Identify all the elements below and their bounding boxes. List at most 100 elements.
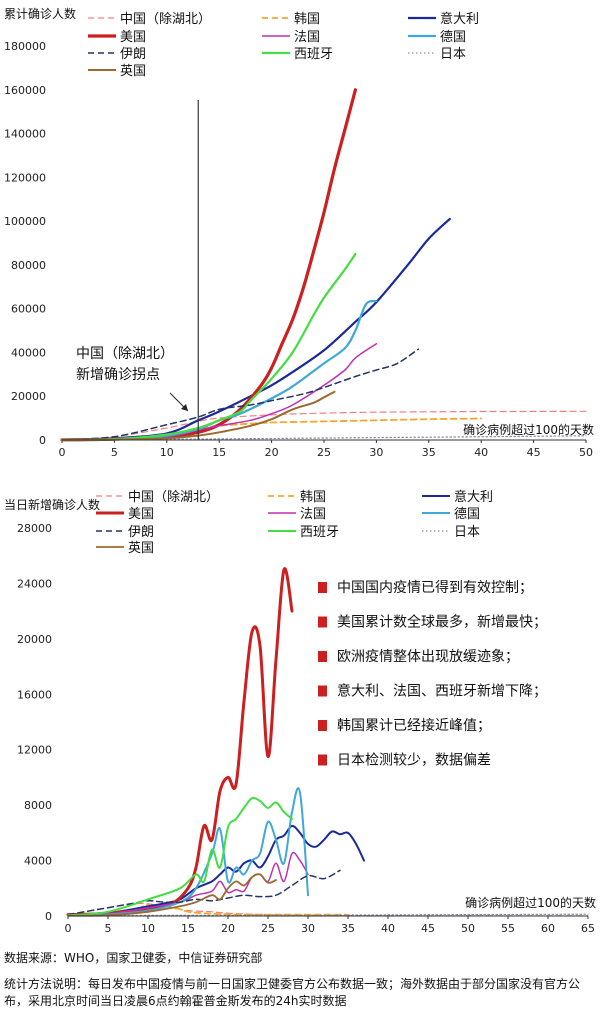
chart2-xtick-label: 60 <box>541 922 555 935</box>
annotation-line1: 中国（除湖北） <box>76 346 174 362</box>
chart1-ytick-label: 100000 <box>4 215 46 228</box>
chart1-ytick-label: 140000 <box>4 128 46 141</box>
series-line-3 <box>66 567 294 917</box>
legend-label: 英国 <box>120 64 146 79</box>
series-line-6 <box>61 348 420 441</box>
methodology-note: 统计方法说明：每日发布中国疫情与前一日国家卫健委官方公布数据一致；海外数据由于部… <box>4 977 581 1008</box>
key-findings-list: 中国国内疫情已得到有效控制； 美国累计数全球最多，新增最快； 欧洲疫情整体出现放缓迹… <box>318 579 547 769</box>
chart2-xtick-label: 15 <box>181 922 195 935</box>
series-line-8 <box>67 913 589 917</box>
bullet-text: 欧洲疫情整体出现放缓迹象； <box>337 649 519 665</box>
chart1-ytick-label: 20000 <box>11 390 46 403</box>
legend-label: 美国 <box>128 507 154 522</box>
bullet-marker <box>318 754 327 766</box>
chart2-xtick-label: 5 <box>105 922 112 935</box>
chart1-ytick-label: 40000 <box>11 346 46 359</box>
chart1-xtick-label: 15 <box>212 446 226 459</box>
legend-label: 西班牙 <box>300 525 339 540</box>
legend-label: 韩国 <box>300 490 326 505</box>
chart2-xtick-label: 65 <box>581 922 595 935</box>
bullet-marker <box>318 616 327 628</box>
legend-label: 法国 <box>294 30 320 45</box>
annotation-line2: 新增确诊拐点 <box>76 367 160 383</box>
chart2-ytick-label: 24000 <box>17 577 52 590</box>
chart1-xtick-label: 5 <box>111 446 118 459</box>
chart2-ytick-label: 20000 <box>17 633 52 646</box>
series-line-3 <box>60 88 357 442</box>
chart1-xtick-label: 45 <box>527 446 541 459</box>
bullet-marker <box>318 685 327 697</box>
chart1-xtick-label: 30 <box>369 446 383 459</box>
chart2-xtick-label: 50 <box>461 922 475 935</box>
chart2-ylabel: 当日新增确诊人数 <box>4 497 100 512</box>
bullet-text: 中国国内疫情已得到有效控制； <box>337 579 533 596</box>
legend-label: 法国 <box>300 507 326 522</box>
legend-label: 德国 <box>454 507 480 522</box>
legend-label: 中国（除湖北） <box>120 12 211 27</box>
chart1-xlabel: 确诊病例超过100的天数 <box>463 422 594 437</box>
chart2-ytick-label: 0 <box>45 910 52 923</box>
series-line-2 <box>60 217 451 441</box>
chart2-ytick-label: 4000 <box>24 855 52 868</box>
chart1-ylabel: 累计确诊人数 <box>4 6 76 21</box>
chart2-y-axis: 0 4000 8000 12000 16000 20000 24000 28000 <box>17 522 52 923</box>
annotation-arrowhead <box>181 404 188 411</box>
chart1-ytick-label: 80000 <box>11 259 46 272</box>
chart1-xtick-label: 40 <box>474 446 488 459</box>
bullet-text: 日本检测较少，数据偏差 <box>337 753 491 769</box>
bullet-marker <box>318 651 327 662</box>
chart2-ytick-label: 12000 <box>17 744 52 757</box>
legend-label: 英国 <box>128 541 154 556</box>
chart1-xtick-label: 20 <box>265 446 279 459</box>
chart1-y-axis: 0 20000 40000 60000 80000 100000 120000 140000 1… <box>4 40 46 447</box>
chart2-ytick-label: 16000 <box>17 688 52 701</box>
legend-label: 伊朗 <box>128 525 154 540</box>
bullet-text: 韩国累计已经接近峰值； <box>337 717 491 734</box>
chart1-xtick-label: 25 <box>317 446 331 459</box>
series-line-4 <box>67 852 309 917</box>
chart2-xtick-label: 45 <box>421 922 435 935</box>
chart2-ytick-label: 28000 <box>17 522 52 535</box>
series-line-0 <box>61 410 587 441</box>
chart2-xtick-label: 35 <box>341 922 355 935</box>
chart1-series <box>60 88 587 442</box>
legend-label: 韩国 <box>294 12 320 27</box>
chart1-xtick-label: 10 <box>160 446 174 459</box>
series-line-9 <box>61 390 336 441</box>
legend-label: 美国 <box>120 30 146 45</box>
series-line-6 <box>67 869 341 916</box>
bullet-marker <box>318 582 327 593</box>
series-line-7 <box>60 252 357 441</box>
chart2-xtick-label: 0 <box>65 922 72 935</box>
chart2-xtick-label: 10 <box>141 922 155 935</box>
chart1-ytick-label: 180000 <box>4 40 46 53</box>
bullet-text: 意大利、法国、西班牙新增下降； <box>337 683 547 700</box>
legend-label: 日本 <box>440 47 466 62</box>
legend-label: 伊朗 <box>120 47 146 62</box>
chart1-x-axis: 0 5 10 15 20 25 30 35 40 45 50 <box>59 440 593 459</box>
chart2-xtick-label: 30 <box>301 922 315 935</box>
legend-label: 意大利 <box>454 489 493 505</box>
legend-label: 中国（除湖北） <box>128 490 219 505</box>
chart2-xtick-label: 55 <box>501 922 515 935</box>
legend-label: 德国 <box>440 30 466 45</box>
chart1-xtick-label: 50 <box>579 446 593 459</box>
chart2-ytick-label: 8000 <box>24 799 52 812</box>
legend-label: 意大利 <box>440 11 479 27</box>
chart2-xlabel: 确诊病例超过100的天数 <box>465 895 596 910</box>
chart1-xtick-label: 0 <box>59 446 66 459</box>
chart1-xtick-label: 35 <box>422 446 436 459</box>
chart1-ytick-label: 60000 <box>11 303 46 316</box>
bullet-marker <box>318 720 327 731</box>
chart2-xtick-label: 40 <box>381 922 395 935</box>
series-line-9 <box>67 873 277 917</box>
chart1-ytick-label: 0 <box>39 434 46 447</box>
series-line-7 <box>67 796 293 917</box>
legend-label: 西班牙 <box>294 47 333 62</box>
chart1-ytick-label: 160000 <box>4 84 46 97</box>
data-source-note: 数据来源：WHO，国家卫健委，中信证券研究部 <box>4 951 263 965</box>
